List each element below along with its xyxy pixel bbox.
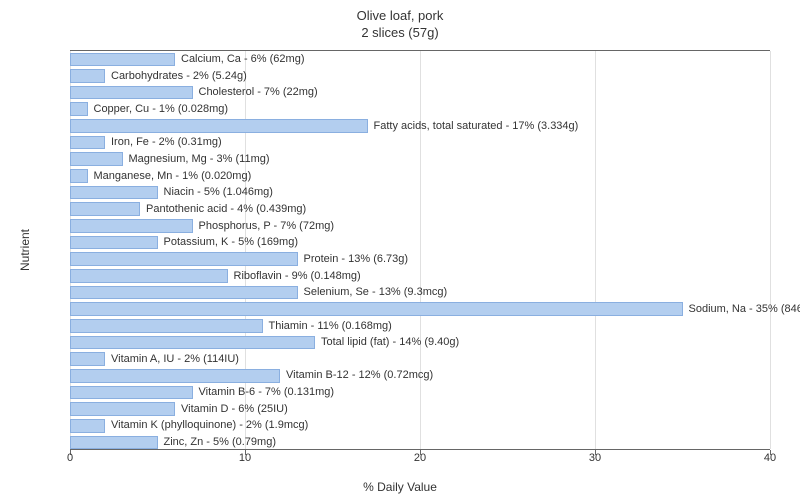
bar-row: Magnesium, Mg - 3% (11mg): [70, 151, 770, 168]
x-tick-label: 30: [589, 452, 601, 464]
bar: [70, 169, 88, 183]
bar: [70, 202, 140, 216]
x-axis-label: % Daily Value: [0, 480, 800, 494]
title-line-2: 2 slices (57g): [361, 25, 438, 40]
bar: [70, 236, 158, 250]
bar: [70, 419, 105, 433]
bar-row: Vitamin D - 6% (25IU): [70, 401, 770, 418]
x-tick-label: 20: [414, 452, 426, 464]
bar-label: Vitamin D - 6% (25IU): [175, 402, 288, 417]
bar: [70, 336, 315, 350]
bar-label: Calcium, Ca - 6% (62mg): [175, 52, 304, 67]
bar: [70, 252, 298, 266]
bar-row: Thiamin - 11% (0.168mg): [70, 318, 770, 335]
bar-label: Vitamin B-12 - 12% (0.72mcg): [280, 368, 433, 383]
bar-row: Vitamin B-6 - 7% (0.131mg): [70, 384, 770, 401]
bar: [70, 286, 298, 300]
bar-row: Fatty acids, total saturated - 17% (3.33…: [70, 118, 770, 135]
bar-label: Niacin - 5% (1.046mg): [158, 185, 273, 200]
bar-row: Copper, Cu - 1% (0.028mg): [70, 101, 770, 118]
bar-label: Vitamin A, IU - 2% (114IU): [105, 352, 239, 367]
bar: [70, 53, 175, 67]
bar-label: Zinc, Zn - 5% (0.79mg): [158, 435, 276, 450]
bar-row: Niacin - 5% (1.046mg): [70, 184, 770, 201]
bar-label: Carbohydrates - 2% (5.24g): [105, 69, 247, 84]
bar-label: Phosphorus, P - 7% (72mg): [193, 219, 335, 234]
title-line-1: Olive loaf, pork: [357, 8, 444, 23]
bar-label: Magnesium, Mg - 3% (11mg): [123, 152, 270, 167]
bar: [70, 186, 158, 200]
bar: [70, 136, 105, 150]
bar-label: Riboflavin - 9% (0.148mg): [228, 269, 361, 284]
bar-row: Calcium, Ca - 6% (62mg): [70, 51, 770, 68]
bar-label: Protein - 13% (6.73g): [298, 252, 409, 267]
bar: [70, 269, 228, 283]
bar-row: Manganese, Mn - 1% (0.020mg): [70, 168, 770, 185]
plot-area: Calcium, Ca - 6% (62mg) Carbohydrates - 2…: [70, 50, 770, 450]
bar: [70, 386, 193, 400]
bar-label: Iron, Fe - 2% (0.31mg): [105, 135, 222, 150]
bar-label: Potassium, K - 5% (169mg): [158, 235, 299, 250]
bar-row: Selenium, Se - 13% (9.3mcg): [70, 284, 770, 301]
bar: [70, 69, 105, 83]
bar: [70, 319, 263, 333]
bar-row: Cholesterol - 7% (22mg): [70, 84, 770, 101]
bar: [70, 86, 193, 100]
bar-label: Manganese, Mn - 1% (0.020mg): [88, 169, 252, 184]
bar-row: Vitamin B-12 - 12% (0.72mcg): [70, 367, 770, 384]
bar-label: Sodium, Na - 35% (846mg): [683, 302, 800, 317]
bar-row: Vitamin K (phylloquinone) - 2% (1.9mcg): [70, 417, 770, 434]
bar-row: Protein - 13% (6.73g): [70, 251, 770, 268]
bar-row: Zinc, Zn - 5% (0.79mg): [70, 434, 770, 451]
bar-row: Vitamin A, IU - 2% (114IU): [70, 351, 770, 368]
bar-label: Vitamin K (phylloquinone) - 2% (1.9mcg): [105, 418, 308, 433]
y-axis-label: Nutrient: [18, 229, 32, 271]
bar-label: Total lipid (fat) - 14% (9.40g): [315, 335, 459, 350]
bar-label: Selenium, Se - 13% (9.3mcg): [298, 285, 448, 300]
bar-label: Pantothenic acid - 4% (0.439mg): [140, 202, 306, 217]
bar-label: Fatty acids, total saturated - 17% (3.33…: [368, 119, 579, 134]
chart-title: Olive loaf, pork 2 slices (57g): [0, 0, 800, 42]
bar: [70, 436, 158, 450]
bar-row: Sodium, Na - 35% (846mg): [70, 301, 770, 318]
x-tick-label: 10: [239, 452, 251, 464]
bar: [70, 302, 683, 316]
bar-row: Potassium, K - 5% (169mg): [70, 234, 770, 251]
bar-label: Copper, Cu - 1% (0.028mg): [88, 102, 229, 117]
x-tick-label: 0: [67, 452, 73, 464]
bar-label: Cholesterol - 7% (22mg): [193, 85, 318, 100]
bar: [70, 402, 175, 416]
bar: [70, 119, 368, 133]
bar-row: Iron, Fe - 2% (0.31mg): [70, 134, 770, 151]
chart-container: Olive loaf, pork 2 slices (57g) Nutrient…: [0, 0, 800, 500]
x-tick-label: 40: [764, 452, 776, 464]
bar: [70, 219, 193, 233]
bar: [70, 352, 105, 366]
bar: [70, 369, 280, 383]
bar-label: Vitamin B-6 - 7% (0.131mg): [193, 385, 335, 400]
gridline: [770, 51, 771, 449]
bar-row: Carbohydrates - 2% (5.24g): [70, 68, 770, 85]
bar: [70, 102, 88, 116]
bar-row: Pantothenic acid - 4% (0.439mg): [70, 201, 770, 218]
bar-row: Phosphorus, P - 7% (72mg): [70, 218, 770, 235]
bar-row: Riboflavin - 9% (0.148mg): [70, 268, 770, 285]
bar-row: Total lipid (fat) - 14% (9.40g): [70, 334, 770, 351]
bar-label: Thiamin - 11% (0.168mg): [263, 319, 392, 334]
bar: [70, 152, 123, 166]
